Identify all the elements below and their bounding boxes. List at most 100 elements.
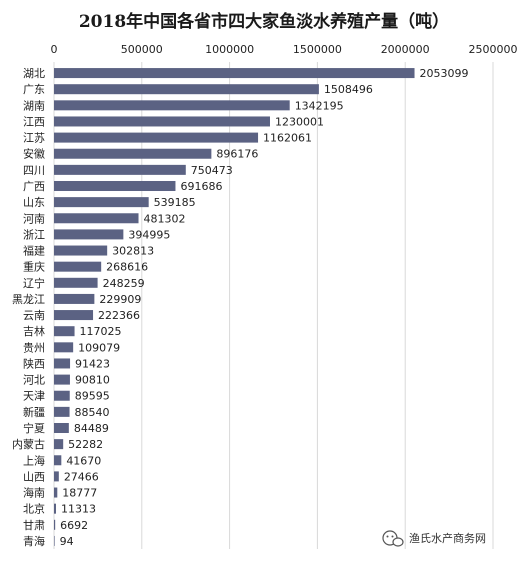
x-tick-label: 1500000 xyxy=(293,43,342,56)
data-label: 89595 xyxy=(75,390,110,403)
data-label: 2053099 xyxy=(420,67,469,80)
bar xyxy=(54,245,108,256)
data-label: 248259 xyxy=(103,277,145,290)
data-label: 481302 xyxy=(144,212,186,225)
data-label: 27466 xyxy=(64,470,99,483)
category-label: 重庆 xyxy=(23,260,45,274)
category-label: 陕西 xyxy=(23,356,45,370)
x-tick-label: 2500000 xyxy=(469,43,518,56)
category-label: 甘肃 xyxy=(23,519,45,532)
category-label: 贵州 xyxy=(23,341,45,354)
category-label: 山西 xyxy=(23,470,45,483)
bar xyxy=(54,439,64,450)
category-label: 安徽 xyxy=(23,147,45,161)
data-label: 94 xyxy=(60,535,74,548)
data-label: 11313 xyxy=(61,503,96,516)
data-label: 91423 xyxy=(75,357,110,370)
data-label: 750473 xyxy=(191,164,233,177)
data-label: 302813 xyxy=(112,245,154,258)
data-label: 539185 xyxy=(154,196,196,209)
bar xyxy=(54,326,75,337)
bar xyxy=(54,164,186,175)
category-label: 青海 xyxy=(23,534,45,548)
data-labels: 2053099 1508496 1342195 1230001 1162061 89617… xyxy=(60,67,469,548)
watermark-text: 渔氏水产商务网 xyxy=(409,531,486,545)
gridlines xyxy=(53,62,494,549)
data-label: 1230001 xyxy=(275,115,324,128)
x-axis-ticks: 0 500000 1000000 1500000 2000000 2500000 xyxy=(51,43,518,56)
bars xyxy=(54,68,415,546)
bar xyxy=(54,519,56,530)
x-tick-label: 0 xyxy=(51,43,58,56)
bar xyxy=(54,487,58,498)
category-label: 浙江 xyxy=(23,228,45,241)
data-label: 52282 xyxy=(68,438,103,451)
category-label: 江西 xyxy=(23,115,45,128)
category-label: 内蒙古 xyxy=(12,437,45,451)
data-label: 691686 xyxy=(180,180,222,193)
data-label: 90810 xyxy=(75,374,110,387)
data-label: 6692 xyxy=(60,519,88,532)
data-label: 896176 xyxy=(216,148,258,161)
category-labels: 湖北广东湖南江西江苏安徽四川广西山东河南浙江福建重庆辽宁黑龙江云南吉林贵州陕西河… xyxy=(12,67,45,548)
category-label: 江苏 xyxy=(23,132,45,145)
data-label: 18777 xyxy=(62,487,97,500)
bar xyxy=(54,261,102,272)
category-label: 天津 xyxy=(23,390,45,403)
bar xyxy=(54,213,139,224)
data-label: 84489 xyxy=(74,422,109,435)
category-label: 广东 xyxy=(23,83,45,96)
x-tick-label: 1000000 xyxy=(205,43,254,56)
bar xyxy=(54,229,124,240)
bar xyxy=(54,535,55,546)
bar xyxy=(54,180,176,192)
bar xyxy=(54,503,56,514)
chart-title: 2018年中国各省市四大家鱼淡水养殖产量（吨） xyxy=(79,11,449,32)
data-label: 268616 xyxy=(106,261,148,274)
bar xyxy=(54,358,71,369)
data-label: 222366 xyxy=(98,309,140,322)
bar xyxy=(54,100,290,111)
bar xyxy=(54,277,98,288)
bar xyxy=(54,374,70,385)
category-label: 四川 xyxy=(23,164,45,177)
category-label: 海南 xyxy=(23,486,45,500)
data-label: 1508496 xyxy=(324,83,373,96)
category-label: 宁夏 xyxy=(23,421,45,435)
data-label: 41670 xyxy=(66,454,101,467)
category-label: 辽宁 xyxy=(23,276,45,290)
wechat-icon xyxy=(382,530,404,547)
x-tick-label: 2000000 xyxy=(381,43,430,56)
category-label: 河南 xyxy=(23,212,45,225)
data-label: 1342195 xyxy=(295,99,344,112)
bar xyxy=(54,342,74,353)
data-label: 88540 xyxy=(75,406,110,419)
category-label: 黑龙江 xyxy=(12,293,45,306)
category-label: 新疆 xyxy=(23,405,45,419)
data-label: 117025 xyxy=(80,325,122,338)
bar xyxy=(54,471,59,482)
category-label: 云南 xyxy=(23,309,45,322)
category-label: 河北 xyxy=(23,374,45,387)
bar xyxy=(54,293,95,304)
category-label: 吉林 xyxy=(23,324,45,338)
bar xyxy=(54,390,70,401)
data-label: 229909 xyxy=(99,293,141,306)
bar xyxy=(54,422,69,434)
bar xyxy=(54,406,70,417)
bar xyxy=(54,84,319,95)
bar xyxy=(54,310,94,321)
data-label: 109079 xyxy=(78,341,120,354)
bar xyxy=(54,455,62,466)
x-tick-label: 500000 xyxy=(121,43,163,56)
data-label: 1162061 xyxy=(263,132,312,145)
category-label: 北京 xyxy=(23,502,45,516)
bar xyxy=(54,132,259,143)
category-label: 福建 xyxy=(23,244,45,258)
watermark: 渔氏水产商务网 xyxy=(382,530,486,547)
category-label: 上海 xyxy=(23,453,45,467)
bar xyxy=(54,68,415,79)
category-label: 湖北 xyxy=(23,67,45,80)
bar xyxy=(54,148,212,159)
